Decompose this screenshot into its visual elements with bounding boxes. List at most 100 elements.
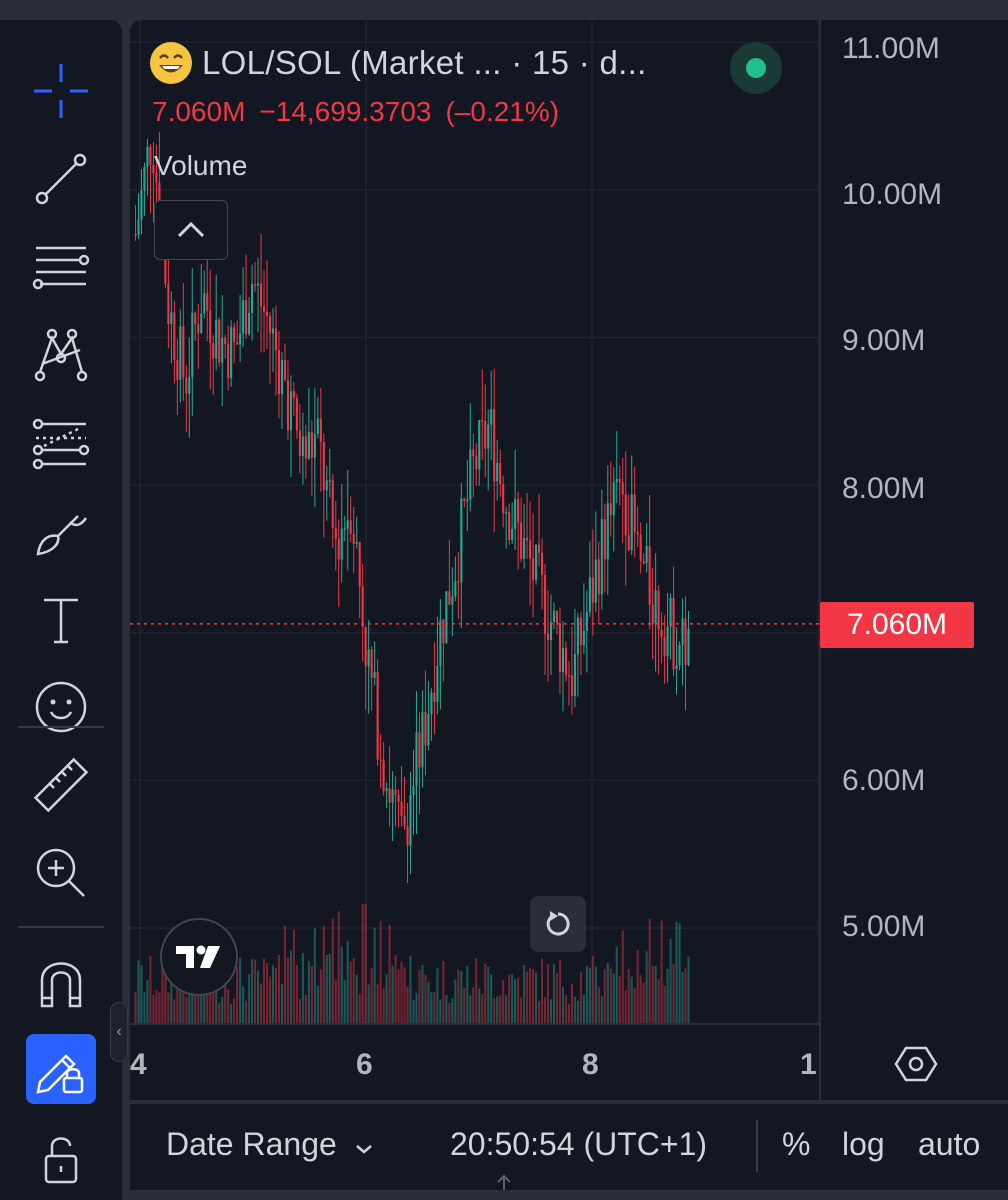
volume-bar (304, 994, 307, 1024)
candle-body (358, 542, 361, 587)
volume-bar (436, 968, 439, 1024)
volume-bar (687, 956, 690, 1024)
volume-bar (546, 964, 550, 1024)
volume-bar (343, 980, 346, 1024)
volume-bar (310, 965, 313, 1024)
candle-body (475, 456, 478, 470)
ruler-icon[interactable] (26, 750, 96, 820)
auto-scale-toggle[interactable]: auto (918, 1126, 981, 1162)
candle-body (436, 665, 439, 702)
candle-body (442, 619, 445, 644)
volume-bar (612, 973, 615, 1024)
chart-panel[interactable]: LOL/SOL (Market ... · 15 · d... 7.060M −1… (130, 20, 1008, 1100)
text-tool-icon[interactable] (26, 584, 96, 654)
log-scale-toggle[interactable]: log (842, 1126, 885, 1162)
volume-bar (537, 1001, 541, 1024)
tradingview-logo[interactable] (160, 918, 238, 996)
reset-chart-button[interactable] (530, 896, 586, 952)
volume-bar (328, 954, 331, 1024)
volume-bar (669, 938, 672, 1024)
toolbar-collapse-handle[interactable]: ‹ (110, 1002, 128, 1062)
volume-bar (558, 959, 562, 1024)
candle-body (514, 499, 517, 529)
candle-body (481, 419, 484, 422)
volume-bar (146, 979, 149, 1024)
fib-retracement-icon[interactable] (26, 408, 96, 478)
symbol-title[interactable]: LOL/SOL (Market ... · 15 · d... (202, 44, 647, 81)
volume-bar (552, 963, 556, 1024)
date-range-dropdown[interactable]: Date Range (166, 1126, 374, 1163)
candle-body (472, 449, 475, 457)
volume-bar (454, 979, 457, 1024)
chevron-down-icon (355, 1145, 372, 1154)
top-status-bar (0, 0, 1008, 10)
volume-bar (215, 962, 218, 1024)
candle-body (460, 498, 463, 583)
volume-bar (140, 965, 143, 1024)
candle-body (624, 494, 627, 536)
volume-bar (511, 974, 514, 1024)
candle-body (331, 480, 334, 529)
trend-line-icon[interactable] (26, 144, 96, 214)
volume-bar (224, 979, 227, 1024)
candle-body (660, 629, 663, 637)
horizontal-lines-icon[interactable] (26, 232, 96, 302)
brush-icon[interactable] (26, 496, 96, 566)
volume-bar (176, 971, 179, 1024)
volume-bar (316, 985, 319, 1024)
candle-body (400, 801, 403, 816)
lock-drawings-icon[interactable] (26, 1034, 96, 1104)
candle-body (675, 665, 678, 670)
candle-body (343, 528, 346, 530)
candle-body (549, 622, 553, 641)
candle-body (274, 328, 278, 351)
price-axis-label: 10.00M (842, 178, 943, 211)
candle-body (373, 671, 376, 678)
candle-body (585, 611, 588, 632)
candle-body (630, 494, 633, 551)
volume-bar (517, 977, 520, 1024)
collapse-legend-button[interactable] (154, 200, 228, 260)
volume-bar (624, 990, 627, 1024)
candle-body (179, 326, 182, 380)
candle-body (681, 618, 684, 645)
price-change-value: −14,699.3703 (259, 96, 432, 127)
candle-body (579, 617, 582, 646)
clock-timezone[interactable]: 20:50:54 (UTC+1) (450, 1126, 708, 1162)
volume-bar (182, 982, 185, 1024)
market-status-indicator[interactable] (730, 42, 782, 94)
chart-settings-icon[interactable] (894, 1042, 938, 1086)
pattern-icon[interactable] (26, 320, 96, 390)
candle-body (687, 628, 690, 666)
crosshair-icon[interactable] (26, 56, 96, 126)
zoom-in-icon[interactable] (26, 838, 96, 908)
candle-body (316, 418, 319, 435)
volume-bar (499, 995, 502, 1024)
volume-bar (277, 954, 281, 1024)
volume-bar (684, 968, 687, 1024)
volume-bar (433, 991, 436, 1024)
candle-body (394, 789, 397, 795)
volume-bar (397, 969, 400, 1024)
candle-body (454, 581, 457, 597)
emoji-icon[interactable] (26, 672, 96, 742)
volume-bar (478, 988, 481, 1024)
unlock-icon[interactable] (26, 1124, 96, 1194)
price-axis-label: 6.00M (842, 764, 926, 797)
candle-body (570, 675, 573, 696)
volume-bar (421, 964, 424, 1024)
volume-bar (191, 972, 194, 1024)
percent-scale-toggle[interactable]: % (782, 1126, 811, 1162)
arrow-up-icon (497, 1174, 511, 1190)
candle-body (364, 626, 367, 667)
price-chart[interactable] (130, 20, 1008, 1100)
candle-body (606, 503, 609, 560)
magnet-icon[interactable] (26, 948, 96, 1018)
volume-bar (567, 1003, 570, 1024)
candle-body (484, 420, 487, 449)
candle-body (265, 311, 269, 317)
volume-bar (627, 969, 630, 1024)
candle-body (406, 826, 409, 846)
volume-bar (412, 999, 415, 1024)
volume-indicator-label[interactable]: Volume (154, 150, 248, 181)
